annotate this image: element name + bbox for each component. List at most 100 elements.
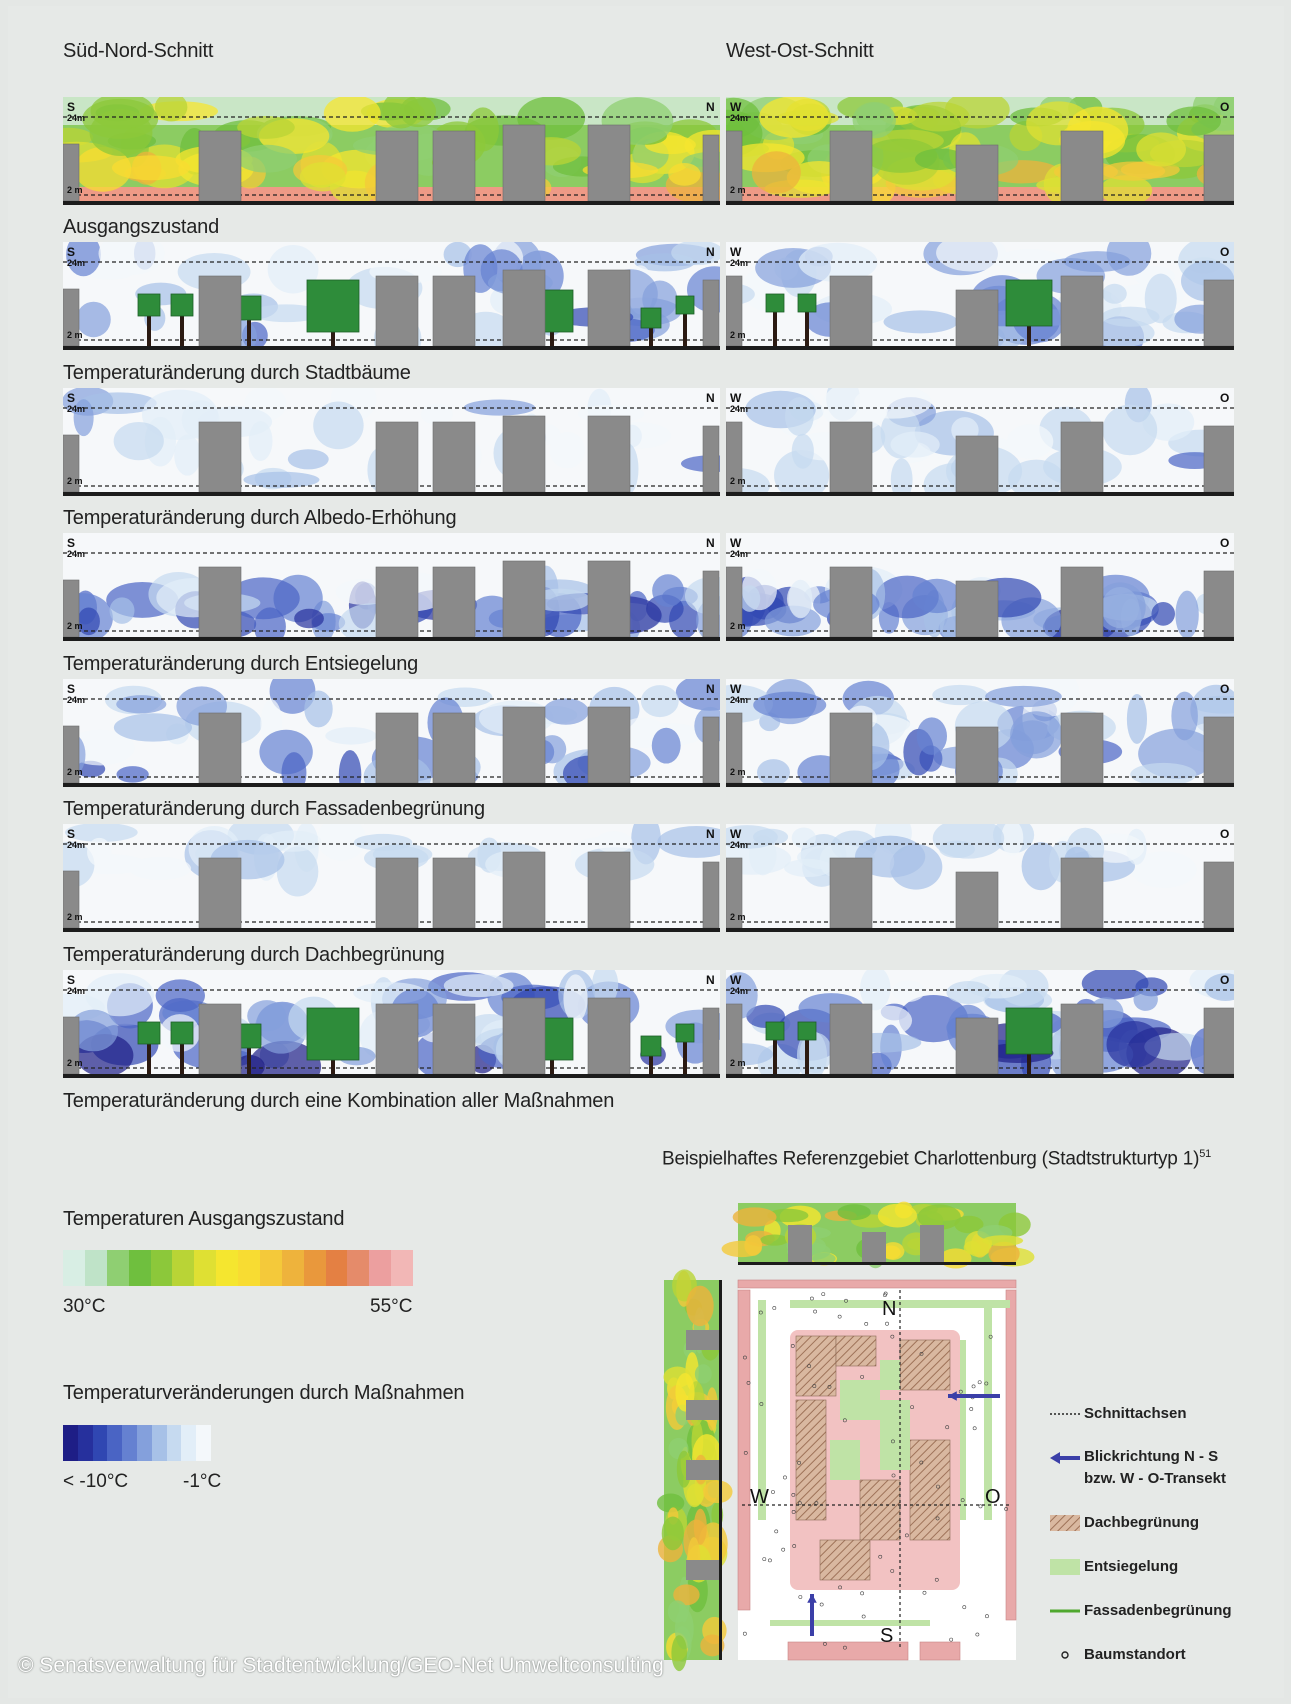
section-sn-end-label: N xyxy=(706,973,715,987)
height-2m-label: 2 m xyxy=(67,185,83,195)
section-wo-end-label: O xyxy=(1220,245,1229,259)
section-sn-start-label: S xyxy=(67,100,75,114)
scale-swatch xyxy=(325,1250,348,1286)
height-2m-label: 2 m xyxy=(67,912,83,922)
height-2m-label: 2 m xyxy=(67,476,83,486)
scale-swatch xyxy=(172,1250,195,1286)
section-wo-start-label: W xyxy=(730,100,742,114)
height-24m-label: 24m xyxy=(730,113,748,123)
section-sn-start-label: S xyxy=(67,827,75,841)
scale-swatch xyxy=(63,1425,78,1461)
section-sn-start-label: S xyxy=(67,682,75,696)
scale-swatch xyxy=(150,1250,173,1286)
section-sn-end-label: N xyxy=(706,682,715,696)
section-caption: Temperaturänderung durch Dachbegrünung xyxy=(63,944,445,966)
section-panel-wo-1: W 24m 2 m O xyxy=(726,97,1234,205)
height-2m-label: 2 m xyxy=(730,621,746,631)
compass-w-label: W xyxy=(750,1486,769,1508)
legend-initial-scale xyxy=(63,1250,413,1286)
section-panel-wo-7: W 24m 2 m O xyxy=(726,970,1234,1078)
height-24m-label: 24m xyxy=(67,404,85,414)
height-2m-label: 2 m xyxy=(730,912,746,922)
height-2m-label: 2 m xyxy=(730,476,746,486)
copyright-notice: © Senatsverwaltung für Stadtentwicklung/… xyxy=(18,1654,664,1677)
section-wo-end-label: O xyxy=(1220,391,1229,405)
section-caption: Temperaturänderung durch Stadtbäume xyxy=(63,362,411,384)
section-caption: Temperaturänderung durch Albedo-Erhöhung xyxy=(63,507,457,529)
height-24m-label: 24m xyxy=(730,695,748,705)
section-wo-start-label: W xyxy=(730,391,742,405)
height-24m-label: 24m xyxy=(730,549,748,559)
height-2m-label: 2 m xyxy=(67,621,83,631)
key-tree-label: Baumstandort xyxy=(1084,1646,1186,1663)
section-wo-end-label: O xyxy=(1220,100,1229,114)
height-24m-label: 24m xyxy=(67,549,85,559)
section-panel-wo-5: W 24m 2 m O xyxy=(726,679,1234,787)
section-panel-sn-1: S 24m 2 m N xyxy=(63,97,720,205)
legend-change-scale xyxy=(63,1425,211,1461)
key-facade-label: Fassadenbegrünung xyxy=(1084,1602,1232,1619)
height-24m-label: 24m xyxy=(730,404,748,414)
legend-initial-min: 30°C xyxy=(63,1296,106,1317)
scale-swatch xyxy=(181,1425,197,1461)
section-wo-start-label: W xyxy=(730,682,742,696)
section-caption: Temperaturänderung durch eine Kombinatio… xyxy=(63,1090,615,1112)
section-panel-wo-3: W 24m 2 m O xyxy=(726,388,1234,496)
scale-swatch xyxy=(122,1425,137,1461)
section-wo-end-label: O xyxy=(1220,682,1229,696)
compass-o-label: O xyxy=(985,1486,1001,1508)
section-sn-start-label: S xyxy=(67,245,75,259)
scale-swatch xyxy=(303,1250,326,1286)
header-south-north: Süd-Nord-Schnitt xyxy=(63,40,214,62)
section-panel-wo-2: W 24m 2 m O xyxy=(726,242,1234,350)
height-2m-label: 2 m xyxy=(67,767,83,777)
scale-swatch xyxy=(77,1425,93,1461)
height-24m-label: 24m xyxy=(730,986,748,996)
legend-change-title: Temperaturveränderungen durch Maßnahmen xyxy=(63,1382,465,1404)
section-panel-sn-3: S 24m 2 m N xyxy=(63,388,720,496)
height-2m-label: 2 m xyxy=(67,1058,83,1068)
scale-swatch xyxy=(369,1250,392,1286)
legend-change-min: < -10°C xyxy=(63,1471,129,1492)
scale-swatch xyxy=(391,1250,413,1286)
scale-swatch xyxy=(106,1250,129,1286)
scale-swatch xyxy=(128,1250,151,1286)
scale-swatch xyxy=(136,1425,152,1461)
legend-initial-max: 55°C xyxy=(370,1296,413,1317)
section-panel-sn-4: S 24m 2 m N xyxy=(63,533,720,641)
key-roof-label: Dachbegrünung xyxy=(1084,1514,1199,1531)
height-24m-label: 24m xyxy=(67,695,85,705)
scale-swatch xyxy=(63,1250,85,1286)
scale-swatch xyxy=(281,1250,304,1286)
section-wo-end-label: O xyxy=(1220,536,1229,550)
height-2m-label: 2 m xyxy=(67,330,83,340)
map-title: Beispielhaftes Referenzgebiet Charlotten… xyxy=(662,1148,1212,1170)
section-sn-end-label: N xyxy=(706,827,715,841)
section-wo-start-label: W xyxy=(730,536,742,550)
section-wo-start-label: W xyxy=(730,245,742,259)
height-24m-label: 24m xyxy=(67,840,85,850)
section-caption: Temperaturänderung durch Fassadenbegrünu… xyxy=(63,798,485,820)
section-wo-end-label: O xyxy=(1220,827,1229,841)
section-sn-end-label: N xyxy=(706,536,715,550)
scale-swatch xyxy=(151,1425,167,1461)
scale-swatch xyxy=(259,1250,282,1286)
height-2m-label: 2 m xyxy=(730,1058,746,1068)
height-24m-label: 24m xyxy=(730,258,748,268)
section-panel-sn-6: S 24m 2 m N xyxy=(63,824,720,932)
section-panel-sn-2: S 24m 2 m N xyxy=(63,242,720,350)
height-24m-label: 24m xyxy=(67,986,85,996)
map-footnote: 51 xyxy=(1199,1148,1212,1160)
compass-n-label: N xyxy=(882,1298,896,1320)
key-view-label-1: Blickrichtung N - S xyxy=(1084,1448,1219,1465)
height-2m-label: 2 m xyxy=(730,330,746,340)
height-24m-label: 24m xyxy=(67,258,85,268)
section-caption: Ausgangszustand xyxy=(63,216,220,238)
height-2m-label: 2 m xyxy=(730,185,746,195)
scale-swatch xyxy=(194,1250,217,1286)
section-caption: Temperaturänderung durch Entsiegelung xyxy=(63,653,419,675)
scale-swatch xyxy=(238,1250,260,1286)
section-panel-sn-7: S 24m 2 m N xyxy=(63,970,720,1078)
scale-swatch xyxy=(92,1425,108,1461)
